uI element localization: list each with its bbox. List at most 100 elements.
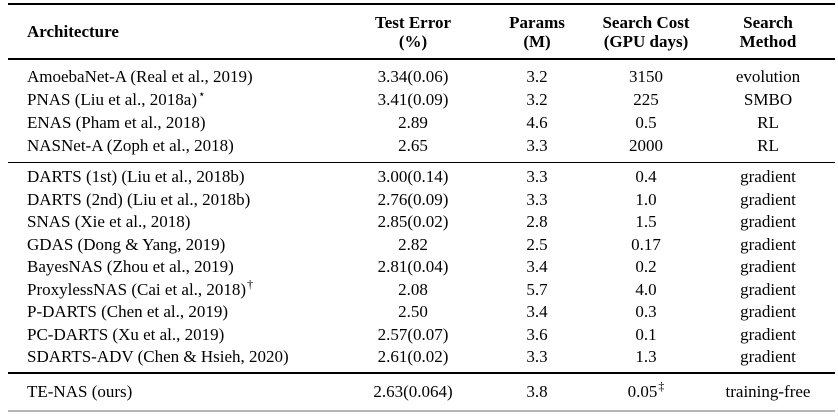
table-group-ours: TE-NAS (ours) 2.63(0.064) 3.8 0.05‡ training… (8, 374, 835, 410)
params-text: 3.3 (526, 135, 548, 155)
search-cost-text: 225 (633, 89, 659, 109)
cell-params: 3.4 (483, 256, 591, 279)
cell-test-error: 2.85(0.02) (343, 211, 483, 234)
column-header-search-cost: Search Cost (GPU days) (591, 13, 701, 51)
cell-test-error: 2.89 (343, 111, 483, 134)
params-text: 3.4 (526, 302, 548, 322)
table-row: PNAS (Liu et al., 2018a)⋆ 3.41(0.09) 3.2 22… (8, 88, 835, 111)
search-method-text: gradient (740, 257, 796, 277)
params-text: 2.8 (526, 212, 548, 232)
test-error-text: 2.89 (398, 112, 428, 132)
cell-search-cost: 0.1 (591, 324, 701, 347)
search-cost-text: 4.0 (635, 279, 657, 299)
cell-params: 3.2 (483, 88, 591, 111)
search-cost-text: 0.1 (635, 324, 657, 344)
search-cost-text: 0.17 (631, 234, 661, 254)
column-header-search-method: Search Method (701, 13, 835, 51)
architecture-text: P-DARTS (Chen et al., 2019) (27, 302, 229, 322)
table-row: DARTS (1st) (Liu et al., 2018b) 3.00(0.14… (8, 166, 835, 189)
cell-test-error: 2.81(0.04) (343, 256, 483, 279)
column-header-sublabel: Method (739, 31, 797, 51)
search-method-text: gradient (740, 302, 796, 322)
column-header-label: Test Error (374, 12, 452, 32)
cell-architecture: ENAS (Pham et al., 2018) (8, 111, 343, 134)
final-row-top-rule (8, 371, 835, 374)
test-error-text: 2.50 (398, 302, 428, 322)
search-cost-text: 0.05 (627, 381, 658, 401)
column-header-params: Params (M) (483, 13, 591, 51)
table-row: ProxylessNAS (Cai et al., 2018)† 2.08 5.7 4… (8, 277, 835, 302)
table-bottom-rule (8, 409, 835, 412)
cell-architecture: SNAS (Xie et al., 2018) (8, 211, 343, 234)
architecture-text: SNAS (Xie et al., 2018) (27, 212, 191, 232)
search-method-text: gradient (740, 167, 796, 187)
table-header-row: Architecture Test Error (%) Params (M) Search… (8, 5, 835, 58)
search-method-text: gradient (740, 279, 796, 299)
cell-search-method: gradient (701, 211, 835, 234)
cell-search-method: gradient (701, 256, 835, 279)
search-method-text: gradient (740, 324, 796, 344)
cell-search-method: RL (701, 111, 835, 134)
cell-params: 3.8 (483, 374, 591, 410)
cell-params: 3.3 (483, 189, 591, 212)
search-cost-text: 2000 (629, 135, 663, 155)
search-cost-text: 0.5 (635, 112, 657, 132)
table-row: AmoebaNet-A (Real et al., 2019) 3.34(0.06… (8, 65, 835, 88)
search-cost-text: 1.5 (635, 212, 657, 232)
column-header-label: Architecture (27, 22, 119, 42)
cell-search-method: gradient (701, 324, 835, 347)
cell-architecture: SDARTS-ADV (Chen & Hsieh, 2020) (8, 346, 343, 369)
cell-params: 3.3 (483, 134, 591, 157)
architecture-text: ENAS (Pham et al., 2018) (27, 112, 206, 132)
cell-params: 3.3 (483, 166, 591, 189)
cell-architecture: GDAS (Dong & Yang, 2019) (8, 234, 343, 257)
test-error-text: 3.41(0.09) (377, 89, 449, 109)
test-error-text: 2.63(0.064) (373, 381, 453, 401)
params-text: 3.8 (526, 381, 548, 401)
architecture-text: DARTS (2nd) (Liu et al., 2018b) (27, 189, 251, 209)
cell-architecture: DARTS (1st) (Liu et al., 2018b) (8, 166, 343, 189)
architecture-text: BayesNAS (Zhou et al., 2019) (27, 257, 234, 277)
table-row: ENAS (Pham et al., 2018) 2.89 4.6 0.5 RL (8, 111, 835, 134)
group-divider-rule (8, 161, 835, 164)
search-method-text: gradient (740, 189, 796, 209)
params-text: 5.7 (526, 279, 548, 299)
cell-search-cost: 2000 (591, 134, 701, 157)
search-cost-text: 0.4 (635, 167, 657, 187)
cell-search-method: gradient (701, 189, 835, 212)
cell-search-cost: 1.3 (591, 346, 701, 369)
cell-search-method: gradient (701, 234, 835, 257)
test-error-text: 2.81(0.04) (377, 257, 449, 277)
cell-search-cost: 0.05‡ (591, 374, 701, 410)
search-method-text: RL (757, 112, 779, 132)
test-error-text: 2.76(0.09) (377, 189, 449, 209)
params-text: 4.6 (526, 112, 548, 132)
architecture-text: ProxylessNAS (Cai et al., 2018) (27, 279, 247, 299)
cell-architecture: PC-DARTS (Xu et al., 2019) (8, 324, 343, 347)
table-row: BayesNAS (Zhou et al., 2019) 2.81(0.04) 3.… (8, 256, 835, 279)
cell-test-error: 2.65 (343, 134, 483, 157)
architecture-text: SDARTS-ADV (Chen & Hsieh, 2020) (27, 347, 289, 367)
cell-params: 2.8 (483, 211, 591, 234)
params-text: 3.2 (526, 66, 548, 86)
cell-search-method: SMBO (701, 88, 835, 111)
cell-test-error: 2.61(0.02) (343, 346, 483, 369)
table-row: TE-NAS (ours) 2.63(0.064) 3.8 0.05‡ training… (8, 374, 835, 410)
table-group-gradient: DARTS (1st) (Liu et al., 2018b) 3.00(0.14… (8, 163, 835, 372)
footnote-marker: † (247, 277, 254, 292)
architecture-text: AmoebaNet-A (Real et al., 2019) (27, 66, 253, 86)
cell-architecture: ProxylessNAS (Cai et al., 2018)† (8, 277, 343, 302)
column-header-label: Search (743, 12, 793, 32)
cell-search-cost: 0.2 (591, 256, 701, 279)
table-row: SDARTS-ADV (Chen & Hsieh, 2020) 2.61(0.02… (8, 346, 835, 369)
params-text: 2.5 (526, 234, 548, 254)
column-header-label: Search Cost (602, 12, 690, 32)
architecture-text: PNAS (Liu et al., 2018a) (27, 89, 197, 109)
params-text: 3.3 (526, 167, 548, 187)
test-error-text: 2.61(0.02) (377, 347, 449, 367)
results-table: Architecture Test Error (%) Params (M) Search… (8, 3, 835, 412)
header-bottom-rule (8, 58, 835, 60)
cell-search-method: training-free (701, 374, 835, 410)
column-header-sublabel: (M) (523, 31, 551, 51)
cell-search-cost: 225 (591, 88, 701, 111)
